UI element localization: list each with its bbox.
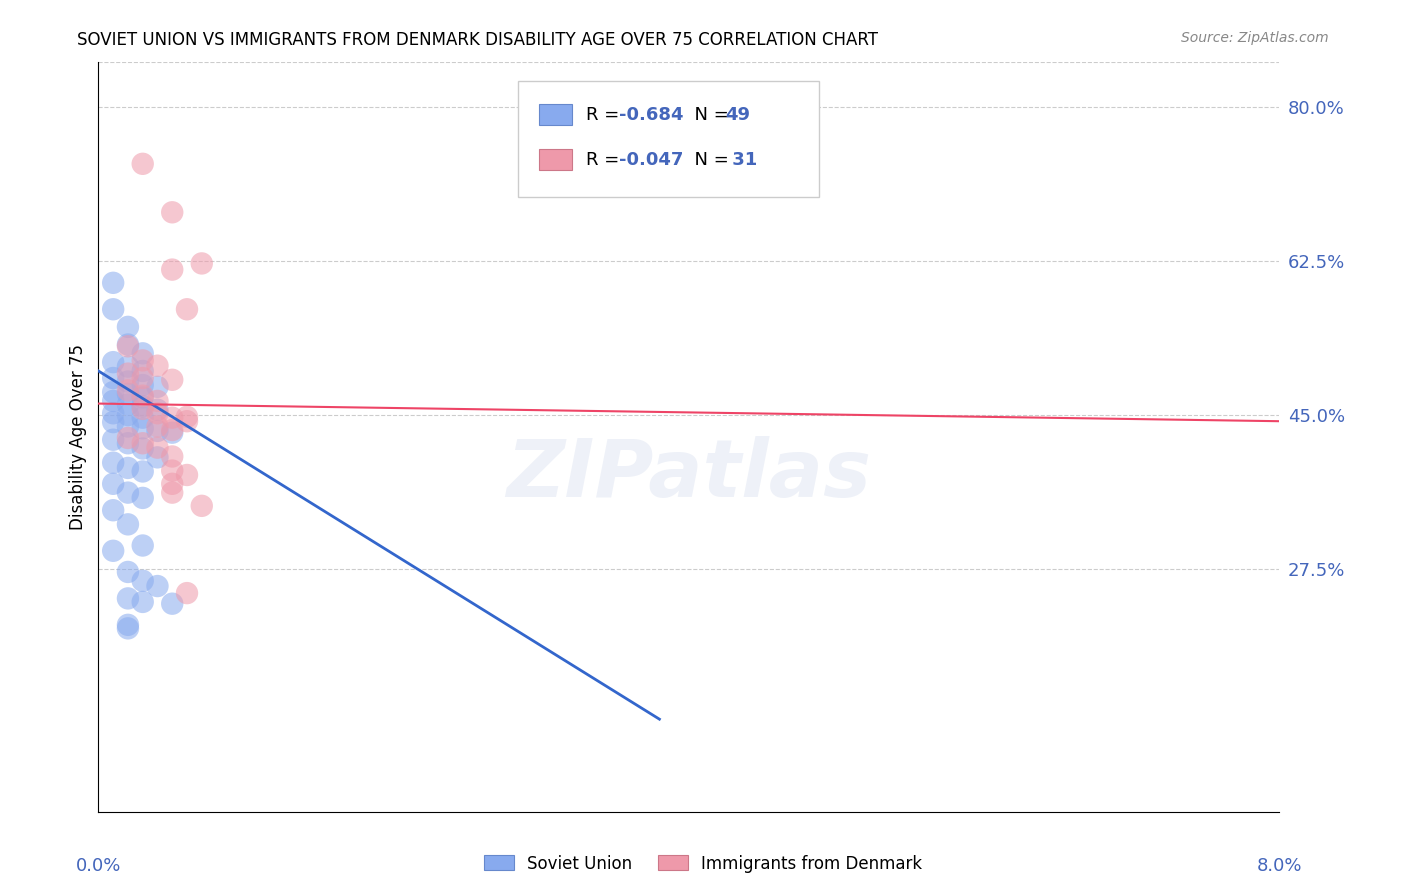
Point — [176, 586, 198, 600]
Point — [103, 371, 125, 385]
Point — [162, 423, 183, 437]
Point — [146, 441, 169, 455]
Point — [103, 355, 125, 369]
Point — [103, 276, 125, 290]
Text: ZIPatlas: ZIPatlas — [506, 435, 872, 514]
Point — [117, 397, 139, 411]
Text: 8.0%: 8.0% — [1257, 856, 1302, 875]
Point — [117, 419, 139, 434]
Point — [103, 406, 125, 420]
Point — [117, 461, 139, 475]
FancyBboxPatch shape — [538, 149, 572, 170]
Point — [103, 476, 125, 491]
Point — [132, 421, 155, 435]
Point — [132, 157, 155, 171]
Point — [117, 408, 139, 422]
Point — [103, 433, 125, 447]
Point — [176, 302, 198, 317]
Point — [132, 465, 155, 479]
Point — [162, 205, 183, 219]
Point — [162, 262, 183, 277]
Point — [103, 543, 125, 558]
Point — [132, 389, 155, 403]
Point — [117, 485, 139, 500]
Point — [146, 393, 169, 408]
Point — [103, 302, 125, 317]
Text: R =: R = — [586, 151, 626, 169]
Point — [162, 476, 183, 491]
Point — [103, 385, 125, 400]
Point — [132, 378, 155, 392]
Point — [146, 359, 169, 373]
Point — [191, 256, 214, 270]
Point — [117, 375, 139, 389]
Text: SOVIET UNION VS IMMIGRANTS FROM DENMARK DISABILITY AGE OVER 75 CORRELATION CHART: SOVIET UNION VS IMMIGRANTS FROM DENMARK … — [77, 31, 879, 49]
Point — [132, 539, 155, 553]
Point — [162, 450, 183, 464]
Point — [117, 387, 139, 401]
Text: R =: R = — [586, 106, 626, 124]
Text: -0.684: -0.684 — [619, 106, 683, 124]
Point — [132, 391, 155, 405]
Point — [117, 565, 139, 579]
Point — [103, 415, 125, 429]
Point — [132, 595, 155, 609]
Point — [132, 574, 155, 588]
Point — [146, 419, 169, 434]
Point — [117, 517, 139, 532]
Point — [176, 467, 198, 482]
Point — [117, 431, 139, 445]
Point — [191, 499, 214, 513]
Text: 49: 49 — [725, 106, 751, 124]
Point — [146, 380, 169, 394]
Point — [117, 319, 139, 334]
Point — [103, 456, 125, 470]
Point — [176, 409, 198, 424]
Point — [117, 621, 139, 635]
Y-axis label: Disability Age Over 75: Disability Age Over 75 — [69, 344, 87, 530]
Point — [146, 450, 169, 465]
Point — [162, 485, 183, 500]
Point — [176, 414, 198, 428]
Point — [103, 393, 125, 408]
Point — [117, 384, 139, 398]
Point — [146, 406, 169, 420]
Point — [162, 410, 183, 425]
Text: 31: 31 — [725, 151, 756, 169]
Point — [117, 367, 139, 381]
Legend: Soviet Union, Immigrants from Denmark: Soviet Union, Immigrants from Denmark — [478, 848, 928, 880]
Text: -0.047: -0.047 — [619, 151, 683, 169]
Point — [132, 364, 155, 378]
Point — [132, 410, 155, 425]
Point — [132, 399, 155, 413]
Point — [132, 353, 155, 368]
Point — [132, 436, 155, 450]
Point — [117, 591, 139, 606]
Point — [132, 346, 155, 360]
Point — [146, 579, 169, 593]
Point — [132, 371, 155, 385]
Point — [146, 424, 169, 438]
Point — [162, 597, 183, 611]
Point — [162, 425, 183, 440]
Point — [132, 442, 155, 456]
Text: N =: N = — [683, 151, 734, 169]
Point — [146, 402, 169, 417]
Text: Source: ZipAtlas.com: Source: ZipAtlas.com — [1181, 31, 1329, 45]
Point — [117, 359, 139, 374]
Point — [132, 491, 155, 505]
Text: 0.0%: 0.0% — [76, 856, 121, 875]
Point — [132, 401, 155, 416]
Point — [103, 503, 125, 517]
Point — [162, 464, 183, 478]
FancyBboxPatch shape — [538, 104, 572, 126]
FancyBboxPatch shape — [517, 81, 818, 197]
Point — [162, 373, 183, 387]
Point — [117, 617, 139, 632]
Point — [117, 436, 139, 450]
Point — [117, 337, 139, 351]
Point — [117, 339, 139, 353]
Text: N =: N = — [683, 106, 734, 124]
